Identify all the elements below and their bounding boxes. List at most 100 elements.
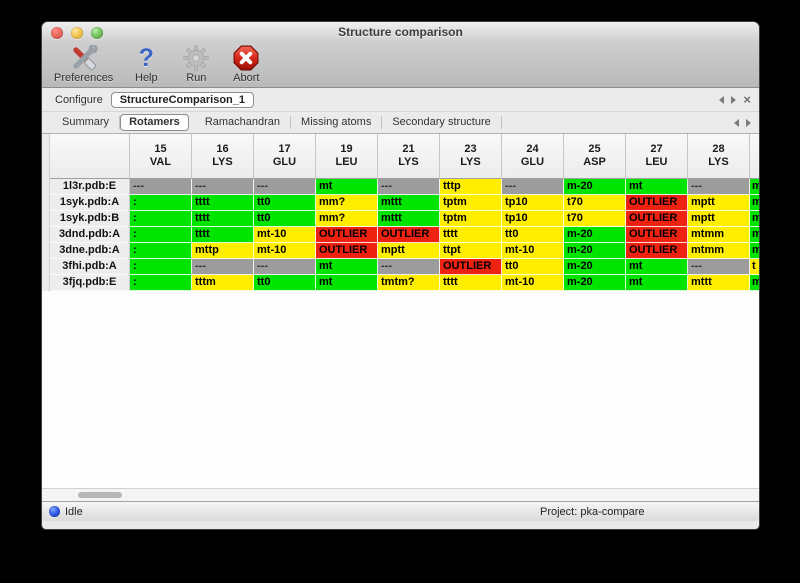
- rotamer-cell[interactable]: mt: [316, 259, 378, 275]
- horizontal-scrollbar-thumb[interactable]: [78, 492, 122, 498]
- rotamer-cell[interactable]: ---: [192, 259, 254, 275]
- rotamer-cell[interactable]: t70: [564, 195, 626, 211]
- rotamer-cell[interactable]: OUTLIER: [626, 227, 688, 243]
- rotamer-cell[interactable]: mm?: [316, 195, 378, 211]
- rotamer-cell[interactable]: OUTLIER: [378, 227, 440, 243]
- column-header-28[interactable]: 28 LYS: [688, 134, 750, 179]
- rotamer-cell[interactable]: mt-10: [254, 243, 316, 259]
- rotamer-cell[interactable]: ---: [254, 179, 316, 195]
- rotamer-cell[interactable]: ---: [130, 179, 192, 195]
- rotamer-cell[interactable]: tptm: [440, 211, 502, 227]
- rotamer-cell[interactable]: tttp: [440, 179, 502, 195]
- row-label[interactable]: 1l3r.pdb:E: [50, 179, 130, 195]
- close-config-icon[interactable]: ×: [743, 91, 751, 107]
- tab-rotamers[interactable]: Rotamers: [120, 114, 189, 131]
- rotamer-cell[interactable]: mt-10: [502, 243, 564, 259]
- rotamer-cell[interactable]: tttt: [192, 211, 254, 227]
- rotamer-cell[interactable]: mt: [626, 275, 688, 291]
- prev-config-arrow-icon[interactable]: [719, 95, 725, 104]
- rotamer-cell[interactable]: mm?: [316, 211, 378, 227]
- rotamer-cell-overflow[interactable]: m: [750, 195, 759, 211]
- toolbar-abort-button[interactable]: Abort: [229, 44, 263, 84]
- column-header-17[interactable]: 17 GLU: [254, 134, 316, 179]
- column-header-27[interactable]: 27 LEU: [626, 134, 688, 179]
- rotamer-cell-overflow[interactable]: t: [750, 259, 759, 275]
- rotamer-cell[interactable]: tt0: [502, 259, 564, 275]
- column-header-16[interactable]: 16 LYS: [192, 134, 254, 179]
- rotamer-cell[interactable]: tp10: [502, 195, 564, 211]
- column-header-25[interactable]: 25 ASP: [564, 134, 626, 179]
- row-label[interactable]: 3fjq.pdb:E: [50, 275, 130, 291]
- rotamer-cell[interactable]: ---: [254, 259, 316, 275]
- next-config-arrow-icon[interactable]: [731, 95, 737, 104]
- tab-missing-atoms[interactable]: Missing atoms: [291, 116, 383, 129]
- titlebar[interactable]: Structure comparison: [42, 22, 759, 43]
- rotamer-cell[interactable]: tt0: [254, 275, 316, 291]
- rotamer-cell-overflow[interactable]: m: [750, 211, 759, 227]
- column-header-15[interactable]: 15 VAL: [130, 134, 192, 179]
- rotamer-cell[interactable]: ttpt: [440, 243, 502, 259]
- rotamer-cell[interactable]: tttt: [440, 227, 502, 243]
- rotamer-cell[interactable]: tmtm?: [378, 275, 440, 291]
- rotamer-cell-overflow[interactable]: m: [750, 275, 759, 291]
- column-header-23[interactable]: 23 LYS: [440, 134, 502, 179]
- column-header-21[interactable]: 21 LYS: [378, 134, 440, 179]
- tab-summary[interactable]: Summary: [52, 116, 121, 129]
- rotamer-cell[interactable]: mttp: [192, 243, 254, 259]
- rotamer-cell[interactable]: mt: [316, 275, 378, 291]
- column-header-24[interactable]: 24 GLU: [502, 134, 564, 179]
- rotamer-cell[interactable]: :: [130, 275, 192, 291]
- minimize-window-button[interactable]: [71, 27, 83, 39]
- rotamer-cell[interactable]: m-20: [564, 179, 626, 195]
- rotamer-cell[interactable]: ---: [688, 179, 750, 195]
- zoom-window-button[interactable]: [91, 27, 103, 39]
- rotamer-cell[interactable]: OUTLIER: [316, 227, 378, 243]
- rotamer-cell[interactable]: mptt: [688, 195, 750, 211]
- rotamer-cell[interactable]: :: [130, 227, 192, 243]
- rotamer-cell[interactable]: mptt: [378, 243, 440, 259]
- row-label[interactable]: 3dnd.pdb:A: [50, 227, 130, 243]
- rotamer-cell[interactable]: ---: [502, 179, 564, 195]
- rotamer-cell-overflow[interactable]: m: [750, 227, 759, 243]
- rotamer-cell[interactable]: mtmm: [688, 227, 750, 243]
- rotamer-cell[interactable]: :: [130, 195, 192, 211]
- row-label[interactable]: 1syk.pdb:B: [50, 211, 130, 227]
- configuration-chip[interactable]: StructureComparison_1: [110, 91, 255, 108]
- rotamer-cell[interactable]: mttt: [378, 211, 440, 227]
- rotamer-cell[interactable]: tttt: [192, 227, 254, 243]
- row-label[interactable]: 1syk.pdb:A: [50, 195, 130, 211]
- row-label[interactable]: 3fhi.pdb:A: [50, 259, 130, 275]
- next-tab-arrow-icon[interactable]: [746, 118, 751, 127]
- rotamer-cell[interactable]: m-20: [564, 243, 626, 259]
- rotamer-cell[interactable]: OUTLIER: [626, 195, 688, 211]
- rotamer-cell[interactable]: tp10: [502, 211, 564, 227]
- rotamer-cell[interactable]: tptm: [440, 195, 502, 211]
- rotamer-cell[interactable]: ---: [192, 179, 254, 195]
- horizontal-scrollbar[interactable]: [42, 488, 759, 501]
- rotamer-cell[interactable]: OUTLIER: [626, 243, 688, 259]
- rotamer-cell[interactable]: mttt: [378, 195, 440, 211]
- rotamer-cell[interactable]: ---: [378, 259, 440, 275]
- rotamer-cell[interactable]: tttt: [192, 195, 254, 211]
- rotamer-cell[interactable]: tttm: [192, 275, 254, 291]
- prev-tab-arrow-icon[interactable]: [734, 118, 739, 127]
- rotamer-cell[interactable]: mt: [316, 179, 378, 195]
- rotamer-cell[interactable]: :: [130, 211, 192, 227]
- rotamer-cell[interactable]: m-20: [564, 259, 626, 275]
- rotamer-cell[interactable]: tttt: [440, 275, 502, 291]
- rotamer-cell[interactable]: OUTLIER: [440, 259, 502, 275]
- row-label[interactable]: 3dne.pdb:A: [50, 243, 130, 259]
- column-header-19[interactable]: 19 LEU: [316, 134, 378, 179]
- rotamer-cell[interactable]: :: [130, 259, 192, 275]
- rotamer-cell[interactable]: mttt: [688, 275, 750, 291]
- rotamer-cell[interactable]: mt: [626, 259, 688, 275]
- rotamer-cell-overflow[interactable]: m: [750, 243, 759, 259]
- rotamer-cell[interactable]: OUTLIER: [316, 243, 378, 259]
- rotamer-cell[interactable]: tt0: [254, 195, 316, 211]
- rotamer-cell[interactable]: mt-10: [502, 275, 564, 291]
- toolbar-help-button[interactable]: ? Help: [129, 44, 163, 84]
- tab-ramachandran[interactable]: Ramachandran: [195, 116, 292, 129]
- tab-secondary-structure[interactable]: Secondary structure: [382, 116, 502, 129]
- rotamer-cell[interactable]: ---: [378, 179, 440, 195]
- rotamer-cell[interactable]: mt: [626, 179, 688, 195]
